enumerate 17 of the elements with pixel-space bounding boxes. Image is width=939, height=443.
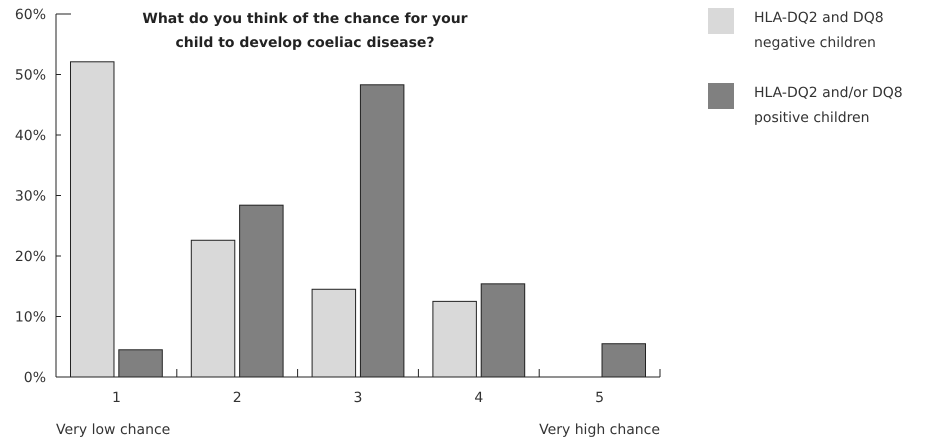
- legend-label: HLA-DQ2 and DQ8 negative children: [754, 10, 884, 51]
- x-tick-label: 5: [595, 390, 604, 406]
- text: Very low chance: [56, 422, 170, 438]
- x-tick-label: 2: [232, 390, 242, 406]
- y-tick-label: 50%: [14, 67, 46, 84]
- y-tick-label: 10%: [14, 309, 46, 326]
- x-tick-label: 3: [354, 390, 362, 406]
- y-tick-label: 0%: [24, 370, 46, 386]
- text: What do you think of the chance for your child to develop coeliac disease?: [142, 11, 468, 51]
- x-tick-label: 1: [112, 390, 121, 406]
- legend-label: HLA-DQ2 and/or DQ8 positive children: [754, 85, 903, 126]
- y-tick-label: 40%: [14, 128, 46, 144]
- y-tick-label: 60%: [14, 6, 46, 23]
- y-tick-label: 30%: [14, 188, 46, 204]
- x-tick-label: 4: [474, 390, 484, 406]
- y-tick-label: 20%: [14, 248, 46, 265]
- text: Very high chance: [539, 422, 660, 438]
